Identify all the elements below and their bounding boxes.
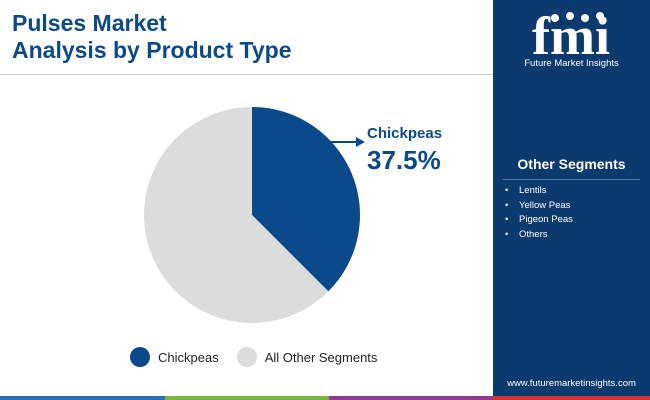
list-item: Lentils	[505, 184, 573, 199]
title-divider	[0, 74, 493, 75]
bottom-bar-segment-4	[493, 396, 650, 400]
brand-name: Future Market Insights	[524, 58, 619, 69]
pie-chart: Chickpeas 37.5%	[144, 107, 442, 324]
website-link[interactable]: www.futuremarketinsights.com	[507, 378, 636, 389]
pie-slice-chickpeas	[252, 107, 360, 292]
chickpeas-callout: Chickpeas 37.5%	[330, 125, 442, 175]
title-line-1: Pulses Market	[12, 10, 167, 36]
pie-slices	[144, 107, 360, 324]
page-title: Pulses Market Analysis by Product Type	[12, 10, 482, 64]
slice-value-chickpeas: 37.5%	[367, 145, 441, 175]
other-segments-list: Lentils Yellow Peas Pigeon Peas Others	[505, 184, 573, 242]
bottom-bar-segment-3	[329, 396, 493, 400]
title-line-2: Analysis by Product Type	[12, 37, 292, 63]
callout-arrow-icon	[356, 137, 365, 147]
legend-swatch-chickpeas	[130, 347, 150, 367]
pie-slice-all-other-segments	[144, 107, 329, 324]
right-sidebar: fmi Future Market Insights Other Segment…	[493, 0, 650, 400]
other-segments-divider	[503, 179, 640, 180]
list-item: Others	[505, 228, 573, 243]
other-segments-title: Other Segments	[517, 156, 626, 172]
fmi-logo-icon: fmi	[532, 8, 610, 66]
list-item: Pigeon Peas	[505, 213, 573, 228]
slice-label-chickpeas: Chickpeas	[367, 125, 442, 142]
legend-swatch-other	[236, 347, 257, 367]
legend-label-chickpeas: Chickpeas	[158, 349, 219, 365]
bottom-bar-segment-1	[0, 396, 165, 400]
list-item: Yellow Peas	[505, 199, 573, 214]
legend-label-other: All Other Segments	[264, 349, 378, 365]
legend-item-other: All Other Segments	[236, 347, 378, 367]
chart-legend: Chickpeas All Other Segments	[130, 346, 395, 368]
legend-item-chickpeas: Chickpeas	[130, 347, 219, 367]
bottom-bar-segment-2	[165, 396, 329, 400]
